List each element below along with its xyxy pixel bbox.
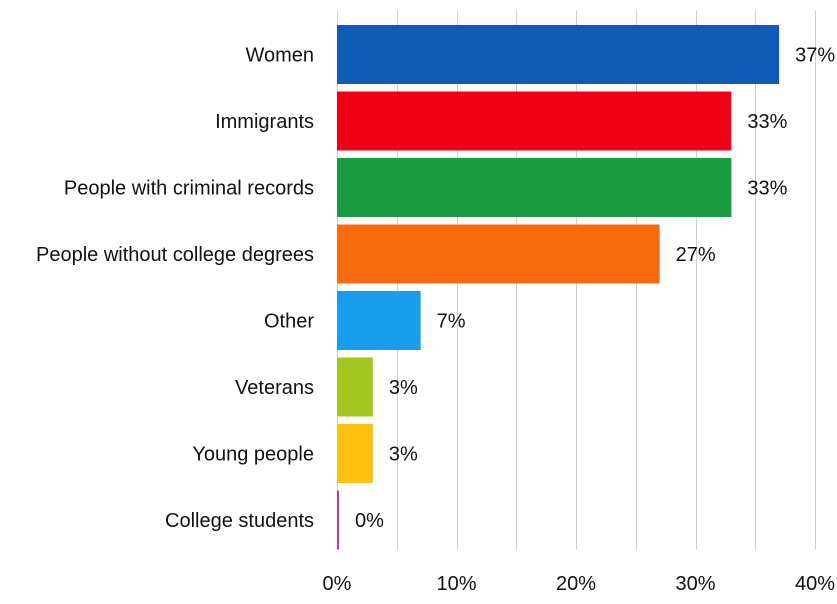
value-labels: 37% 33% 33% 27% 7% 3% 3% 0% — [355, 45, 835, 533]
category-label: Young people — [192, 444, 314, 466]
category-label: College students — [165, 510, 314, 532]
bar — [337, 25, 780, 84]
x-axis-tick-labels: 0% 10% 20% 30% 40% — [323, 573, 836, 595]
category-label: Other — [264, 311, 314, 333]
x-tick-label: 20% — [556, 573, 596, 595]
x-tick-label: 40% — [795, 573, 835, 595]
x-tick-label: 10% — [436, 573, 476, 595]
value-label: 3% — [389, 377, 418, 399]
bar — [337, 158, 732, 217]
value-label: 0% — [355, 510, 384, 532]
category-label: People without college degrees — [36, 244, 314, 266]
value-label: 33% — [747, 178, 787, 200]
category-labels: Women Immigrants People with criminal reco… — [36, 45, 314, 533]
category-label: Immigrants — [215, 111, 314, 133]
value-label: 3% — [389, 444, 418, 466]
value-label: 7% — [437, 311, 466, 333]
value-label: 33% — [747, 111, 787, 133]
category-label: People with criminal records — [64, 178, 314, 200]
x-tick-label: 0% — [323, 573, 352, 595]
bar — [337, 357, 373, 417]
bar — [337, 91, 732, 151]
bar — [337, 424, 373, 483]
bar — [337, 490, 339, 550]
bars — [337, 25, 780, 550]
bar — [337, 224, 660, 284]
value-label: 27% — [676, 244, 716, 266]
bar — [337, 291, 421, 350]
x-tick-label: 30% — [675, 573, 715, 595]
category-label: Veterans — [235, 377, 314, 399]
category-label: Women — [245, 45, 314, 67]
value-label: 37% — [795, 45, 835, 67]
